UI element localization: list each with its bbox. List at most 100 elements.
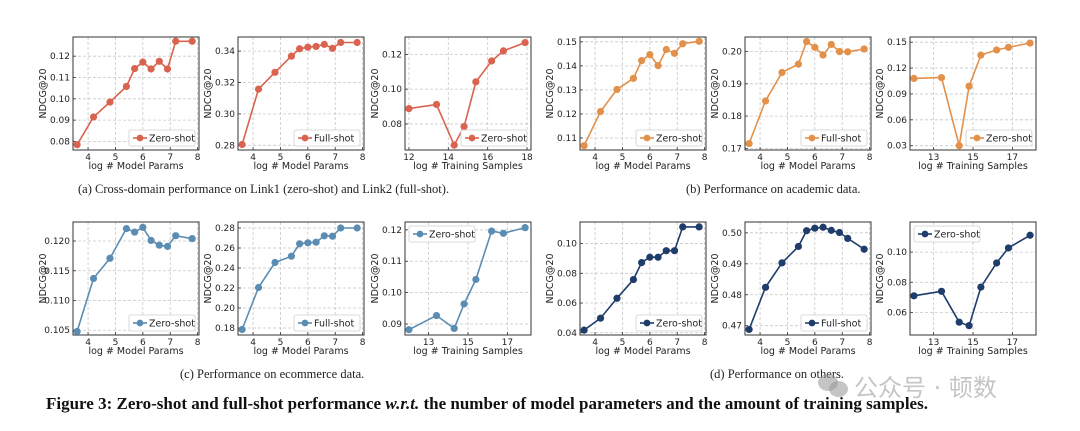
x-tick-label: 5 <box>113 338 119 348</box>
y-tick-label: 0.03 <box>887 142 907 152</box>
data-point <box>254 85 263 93</box>
caption-b: (b) Performance on academic data. <box>686 182 861 196</box>
y-axis-label: NDCG@20 <box>370 68 381 118</box>
data-point <box>778 68 786 77</box>
data-point <box>662 45 670 54</box>
caption-d: (d) Performance on others. <box>710 367 844 381</box>
data-point <box>794 60 803 68</box>
data-point <box>304 43 312 51</box>
y-tick-label: 0.110 <box>44 297 70 307</box>
data-point <box>238 140 246 149</box>
data-point <box>188 37 196 45</box>
y-axis-label: NDCG@20 <box>710 68 721 118</box>
chart-c2: 4 5 6 7 8 0.18 0.20 0.22 0.24 0.26 0.28 log # Model… <box>203 221 366 357</box>
legend-marker <box>301 319 309 327</box>
x-tick-label: 6 <box>305 338 311 348</box>
x-tick-label: 7 <box>332 153 338 163</box>
wechat-icon <box>818 373 848 398</box>
data-point <box>794 242 803 251</box>
data-point <box>106 98 114 106</box>
plot-frame <box>237 221 365 336</box>
legend-box <box>635 314 703 332</box>
legend-marker <box>468 134 476 142</box>
y-tick-label: 0.12 <box>887 64 907 74</box>
chart-a1: 4 5 6 7 8 0.08 0.09 0.10 0.11 0.12 log # Model Par… <box>38 36 201 172</box>
y-tick-label: 0.20 <box>215 304 235 314</box>
y-tick-label: 0.34 <box>215 47 235 57</box>
figure-caption-suffix: the number of model parameters and the a… <box>419 394 928 413</box>
plot-frame <box>744 221 872 336</box>
x-tick-label: 6 <box>812 338 818 348</box>
data-point <box>172 232 180 240</box>
data-point <box>73 327 81 336</box>
x-tick-label: 8 <box>195 338 201 348</box>
legend: Zero-shot <box>128 314 196 332</box>
data-point <box>827 40 835 49</box>
y-tick-label: 0.115 <box>44 267 70 277</box>
series-line <box>76 40 193 146</box>
data-point <box>993 46 1001 54</box>
y-axis-label: NDCG@20 <box>545 253 556 303</box>
data-point <box>147 236 155 245</box>
legend-box <box>408 225 476 243</box>
data-point <box>778 259 786 267</box>
chart-d1: 4 5 6 7 8 0.04 0.06 0.08 0.10 log # Model Params N… <box>545 221 708 357</box>
data-point <box>472 78 480 86</box>
data-point <box>271 68 279 76</box>
data-point <box>432 311 441 320</box>
data-point <box>844 48 852 56</box>
data-point <box>965 322 973 330</box>
y-tick-label: 0.19 <box>722 80 742 90</box>
data-point <box>670 49 679 57</box>
data-point <box>328 232 337 240</box>
legend-box <box>460 129 528 147</box>
data-point <box>450 141 458 149</box>
data-point <box>131 64 139 73</box>
y-tick-label: 0.49 <box>722 260 742 270</box>
y-tick-label: 0.120 <box>44 237 70 247</box>
y-tick-label: 0.14 <box>557 62 577 72</box>
chart-c1: 4 5 6 7 8 0.105 0.110 0.115 0.120 log # Model Par… <box>38 221 201 357</box>
data-point <box>819 223 827 231</box>
legend-box <box>800 129 868 147</box>
x-tick-label: 5 <box>620 153 626 163</box>
y-axis-label: NDCG@20 <box>203 68 214 118</box>
y-tick-label: 0.12 <box>382 50 402 60</box>
x-axis-label: log # Model Params <box>253 161 348 172</box>
y-tick-label: 0.18 <box>215 324 235 334</box>
legend-marker <box>808 134 816 142</box>
y-tick-label: 0.06 <box>557 299 577 309</box>
data-point <box>955 142 963 150</box>
data-point <box>163 242 172 250</box>
x-tick-label: 6 <box>305 153 311 163</box>
data-point <box>910 292 918 300</box>
data-point <box>638 258 646 267</box>
data-point <box>654 253 662 261</box>
y-tick-label: 0.09 <box>50 116 70 126</box>
x-tick-label: 4 <box>757 153 763 163</box>
legend: Full-shot <box>800 129 868 147</box>
legend-box <box>635 129 703 147</box>
data-point <box>337 38 345 47</box>
x-tick-label: 14 <box>443 153 455 163</box>
chart-d3: 13 15 17 0.06 0.08 0.10 log # Training Samples… <box>875 221 1037 357</box>
y-tick-label: 0.10 <box>382 289 402 299</box>
data-point <box>320 40 328 48</box>
x-tick-label: 5 <box>113 153 119 163</box>
legend-label: Full-shot <box>314 134 354 145</box>
x-axis-label: log # Model Params <box>760 346 855 357</box>
data-point <box>287 52 296 60</box>
legend-box <box>965 129 1033 147</box>
y-tick-label: 0.11 <box>557 134 577 144</box>
data-point <box>955 318 963 326</box>
y-tick-label: 0.30 <box>215 110 235 120</box>
legend-marker <box>136 134 144 142</box>
y-tick-label: 0.06 <box>887 116 907 126</box>
x-tick-label: 7 <box>839 153 845 163</box>
plot-frame <box>72 36 200 151</box>
legend-box <box>293 314 361 332</box>
data-point <box>147 65 155 73</box>
figure-caption: Figure 3: Zero-shot and full-shot perfor… <box>46 394 928 414</box>
watermark-text: 公众号 · 顿数 <box>854 374 997 402</box>
